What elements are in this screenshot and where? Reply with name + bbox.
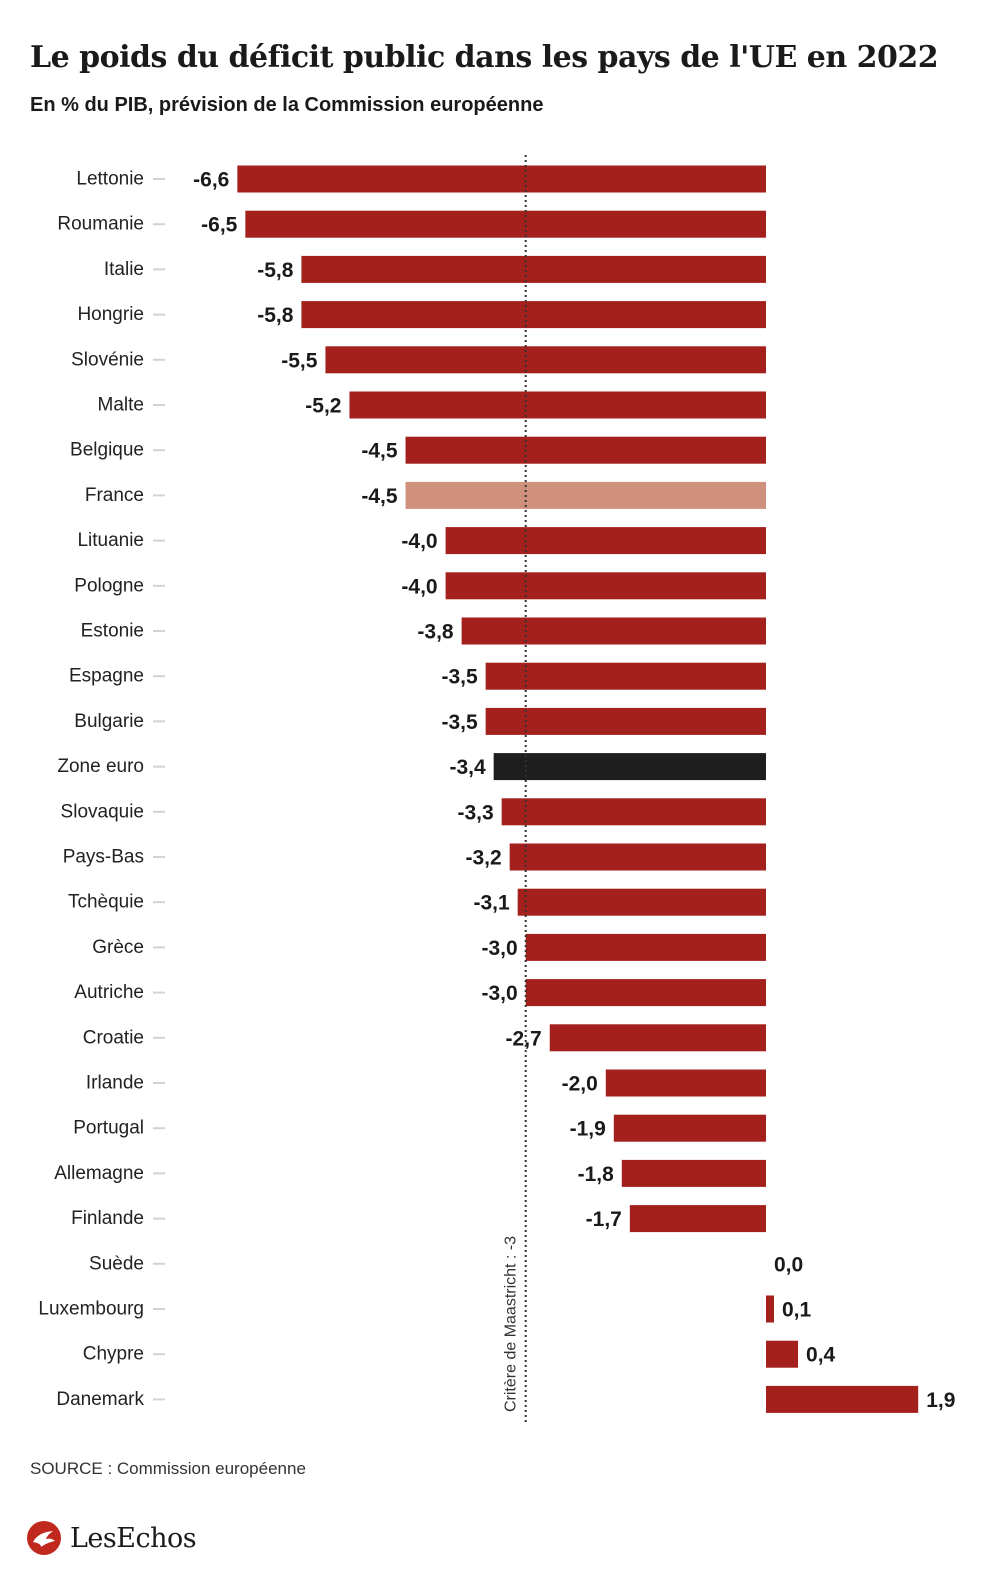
category-label: Irlande (86, 1073, 144, 1094)
bar (525, 979, 766, 1007)
bar (445, 572, 766, 600)
bar (629, 1205, 766, 1233)
value-label: 1,9 (926, 1389, 955, 1412)
category-label: Luxembourg (38, 1299, 144, 1320)
bar (485, 707, 766, 735)
value-label: -3,4 (449, 756, 486, 779)
category-label: Espagne (69, 666, 144, 687)
bar (349, 391, 766, 419)
bar (613, 1114, 766, 1142)
bar (517, 888, 766, 916)
category-label: Pologne (74, 575, 144, 596)
value-label: -5,2 (305, 395, 341, 418)
category-label: Hongrie (77, 304, 144, 325)
value-label: -4,0 (401, 530, 437, 553)
value-label: -6,6 (193, 169, 229, 192)
value-label: -2,0 (562, 1073, 598, 1096)
bar (493, 753, 766, 781)
bar (485, 662, 766, 690)
category-label: Italie (104, 259, 144, 280)
value-label: -4,0 (401, 575, 437, 598)
value-label: -4,5 (361, 440, 398, 463)
category-label: Lituanie (77, 530, 144, 551)
value-label: -3,0 (482, 982, 518, 1005)
bar (461, 617, 766, 645)
source-note: SOURCE : Commission européenne (30, 1459, 306, 1478)
value-label: -3,2 (465, 847, 501, 870)
bar (301, 255, 766, 283)
bar (405, 481, 766, 509)
category-label: Malte (98, 395, 144, 416)
value-label: -5,8 (257, 304, 294, 327)
value-label: -1,8 (578, 1163, 615, 1186)
category-label: Bulgarie (74, 711, 144, 732)
value-label: -3,3 (457, 801, 493, 824)
reference-line-group: Critère de Maastricht : -3 (503, 155, 527, 1422)
value-label: -3,8 (417, 621, 454, 644)
category-label: Croatie (83, 1027, 144, 1048)
logo-wordmark: LesEchos (70, 1522, 197, 1554)
category-label: Estonie (81, 621, 144, 642)
bar (549, 1024, 766, 1052)
value-label: -1,9 (570, 1118, 606, 1141)
value-label: -3,0 (482, 937, 518, 960)
value-label: -3,1 (474, 892, 511, 915)
category-label: Belgique (70, 440, 144, 461)
category-label: Suède (89, 1253, 144, 1274)
les-echos-logo-icon (27, 1521, 61, 1555)
chart-subtitle: En % du PIB, prévision de la Commission … (30, 94, 544, 116)
category-label: Slovénie (71, 349, 144, 370)
bar (245, 210, 767, 238)
category-label: Tchèquie (68, 892, 144, 913)
bar (301, 301, 766, 329)
category-label: Roumanie (57, 214, 144, 235)
category-label: Portugal (73, 1118, 144, 1139)
bar (621, 1159, 766, 1187)
value-label: -1,7 (586, 1208, 622, 1231)
bar (766, 1385, 919, 1413)
value-label: -3,5 (441, 711, 478, 734)
category-ticks (153, 178, 165, 1401)
bar (509, 843, 766, 871)
value-label: -6,5 (201, 214, 238, 237)
category-label: Danemark (56, 1389, 144, 1410)
value-label: -5,5 (281, 349, 318, 372)
category-label: Autriche (74, 982, 144, 1003)
category-label: Slovaquie (61, 801, 144, 822)
category-label: France (85, 485, 144, 506)
category-label: Pays-Bas (63, 847, 144, 868)
value-label: 0,4 (806, 1344, 836, 1367)
category-labels: Lettonie Roumanie Italie Hongrie Slovénie Mal… (38, 169, 144, 1410)
category-label: Lettonie (76, 169, 144, 190)
bar (325, 346, 766, 374)
value-label: 0,0 (774, 1253, 803, 1276)
bars (237, 165, 919, 1413)
value-label: -5,8 (257, 259, 294, 282)
bar (605, 1069, 766, 1097)
bar (525, 933, 766, 961)
brand-logo: LesEchos (26, 1518, 197, 1558)
bar (445, 527, 766, 555)
bar (405, 436, 766, 464)
category-label: Chypre (83, 1344, 144, 1365)
bar-chart: Lettonie Roumanie Italie Hongrie Slovénie Mal… (38, 155, 955, 1422)
bar (766, 1340, 799, 1368)
value-labels: -6,6-6,5-5,8-5,8-5,5-5,2-4,5-4,5-4,0-4,0… (193, 169, 955, 1412)
category-label: Finlande (71, 1208, 144, 1229)
value-label: 0,1 (782, 1299, 812, 1322)
bar (766, 1295, 775, 1323)
category-label: Allemagne (54, 1163, 144, 1184)
value-label: -3,5 (441, 666, 478, 689)
bar (237, 165, 767, 193)
maastricht-reference-label: Critère de Maastricht : -3 (503, 1236, 520, 1412)
value-label: -2,7 (506, 1027, 542, 1050)
chart-title: Le poids du déficit public dans les pays… (30, 40, 939, 75)
category-label: Grèce (92, 937, 144, 958)
category-label: Zone euro (57, 756, 144, 777)
value-label: -4,5 (361, 485, 398, 508)
bar (501, 798, 766, 826)
